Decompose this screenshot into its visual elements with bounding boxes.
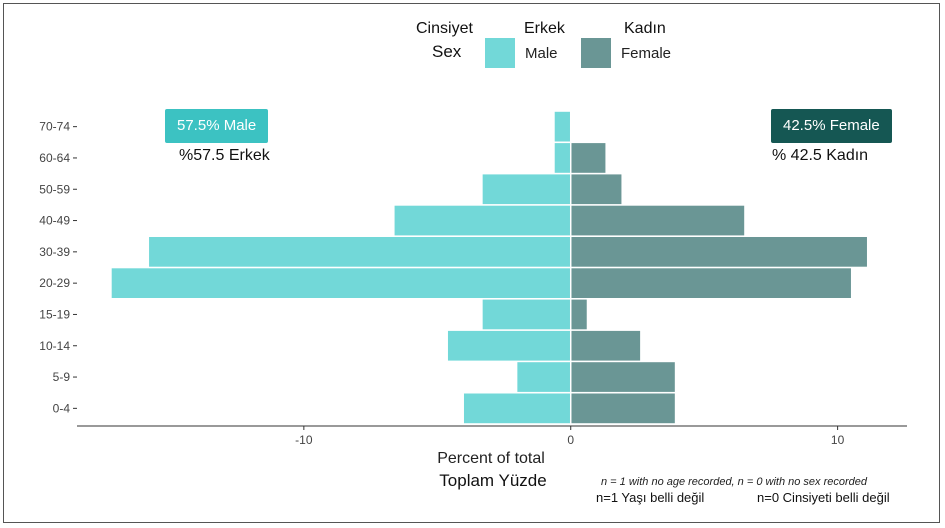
bar-female-20-29	[570, 268, 851, 298]
y-tick-label: 70-74	[39, 120, 70, 134]
y-tick-label: 5-9	[53, 370, 71, 384]
y-tick-label: 15-19	[39, 307, 70, 321]
x-tick-label: -10	[295, 433, 313, 447]
note-tr-sex: n=0 Cinsiyeti belli değil	[757, 490, 890, 505]
legend-female-swatch	[581, 38, 611, 68]
male-share-tr: %57.5 Erkek	[179, 147, 270, 164]
bar-male-20-29	[111, 268, 571, 298]
bar-female-30-39	[570, 237, 867, 267]
bar-male-40-49	[394, 205, 571, 236]
y-tick-label: 50-59	[39, 182, 70, 196]
x-axis-label-en: Percent of total	[437, 450, 545, 467]
legend-title-tr: Cinsiyet	[416, 20, 473, 37]
note-tr-age: n=1 Yaşı belli değil	[596, 490, 705, 505]
legend-female-tr: Kadın	[624, 20, 666, 37]
female-share-tr: % 42.5 Kadın	[772, 147, 869, 164]
x-tick-label: 0	[567, 433, 574, 447]
bar-female-15-19	[570, 299, 587, 330]
bar-male-15-19	[482, 299, 571, 330]
x-axis-label-tr: Toplam Yüzde	[439, 471, 547, 490]
y-tick-label: 30-39	[39, 245, 70, 259]
y-tick-label: 60-64	[39, 151, 70, 165]
bar-female-10-14	[570, 330, 641, 361]
bar-female-50-59	[570, 174, 622, 205]
legend-male-tr: Erkek	[524, 20, 565, 37]
note-en: n = 1 with no age recorded, n = 0 with n…	[601, 476, 867, 488]
y-tick-label: 0-4	[53, 401, 71, 415]
legend-male-swatch	[485, 38, 515, 68]
bar-male-0-4	[463, 393, 571, 424]
bar-male-30-39	[149, 237, 571, 267]
bar-female-60-64	[570, 143, 606, 173]
bar-female-40-49	[570, 205, 745, 236]
legend-female-en: Female	[621, 45, 672, 62]
legend-title-en: Sex	[432, 42, 462, 61]
y-tick-label: 40-49	[39, 214, 70, 228]
chart-frame: Cinsiyet Sex Erkek Male Kadın Female 57.…	[3, 3, 940, 523]
bar-female-5-9	[570, 362, 675, 392]
bar-female-0-4	[570, 393, 675, 424]
bar-male-10-14	[447, 330, 571, 361]
bar-male-70-74	[554, 111, 571, 142]
x-tick-label: 10	[831, 433, 845, 447]
y-tick-label: 10-14	[39, 339, 70, 353]
male-share-badge: 57.5% Male	[165, 109, 269, 143]
bar-male-60-64	[554, 143, 571, 173]
population-pyramid-chart: -10 0 10 0-4 5-9 10-14 15-19 20-29 30-39 40-49 50-…	[39, 111, 907, 447]
legend-male-en: Male	[525, 45, 558, 62]
bar-male-50-59	[482, 174, 571, 205]
y-tick-label: 20-29	[39, 276, 70, 290]
bar-male-5-9	[517, 362, 571, 392]
female-share-badge: 42.5% Female	[771, 109, 892, 143]
